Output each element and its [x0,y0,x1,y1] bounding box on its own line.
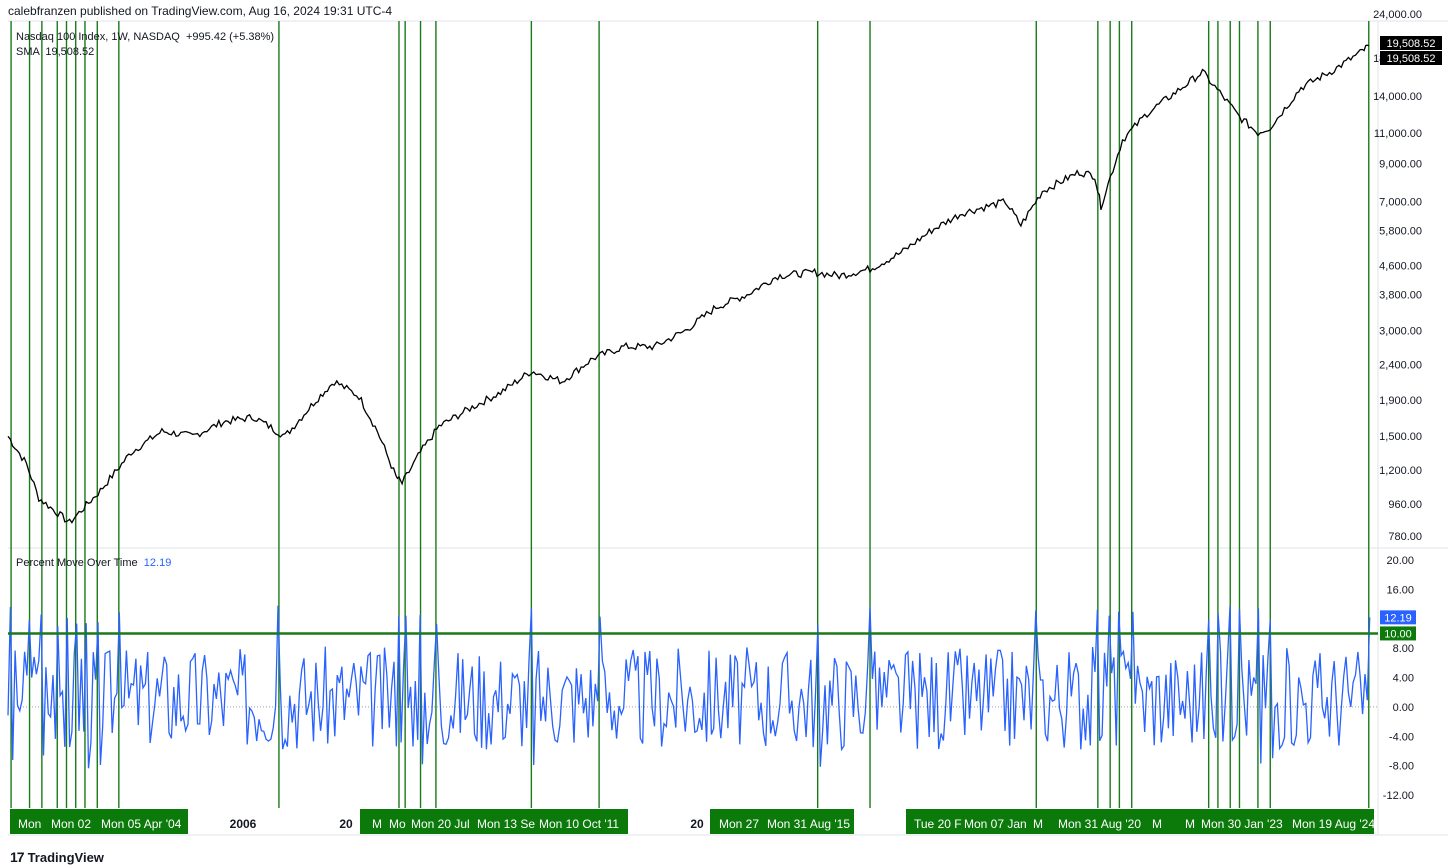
time-marker-label: Mon 27 [719,817,759,831]
price-tick-label: 5,800.00 [1379,225,1422,237]
main-legend: Nasdaq 100 Index, 1W, NASDAQ +995.42 (+5… [16,31,274,43]
price-tick-label: 1,500.00 [1379,431,1422,443]
time-marker-label: Mon 30 Jan '23 [1201,817,1283,831]
time-axis: Mon Mon 02 Mon 05 Apr '04 M Mo Mon 20 Jul Mon … [10,809,1375,834]
time-marker-label: Mon 20 Jul [411,817,470,831]
time-marker-label: M [372,817,382,831]
change-label: +995.42 (+5.38%) [186,31,275,43]
indicator-badge [1380,626,1416,641]
price-badge [1380,36,1442,50]
time-marker-label: Mon [18,817,41,831]
year-label: 20 [339,817,353,831]
time-label-group [710,809,854,834]
time-marker-label: Mon 19 Aug '24 [1292,817,1375,831]
indicator-badge-label: 12.19 [1384,612,1412,624]
sma-label: SMA [16,46,40,58]
indicator-tick-label: 0.00 [1393,702,1414,714]
indicator-tick-label: 16.00 [1386,584,1414,596]
time-marker-label: M [1185,817,1195,831]
sma-value: 19,508.52 [45,46,95,58]
indicator-tick-label: -4.00 [1389,731,1414,743]
indicator-pane [7,605,1378,769]
sma-legend: SMA 19,508.52 [16,46,94,58]
time-marker-label: Mon 02 [51,817,91,831]
year-label: 2006 [230,817,257,831]
price-tick-label: 3,000.00 [1379,326,1422,338]
price-tick-label: 1,200.00 [1379,465,1422,477]
time-marker-label: Mon 31 Aug '20 [1058,817,1141,831]
time-marker-label: Mon 05 Apr '04 [101,817,182,831]
price-tick-label: 11,000.00 [1374,128,1422,140]
price-tick-label: 960.00 [1388,499,1422,511]
signal-markers [10,21,1370,808]
price-axis: 24,000.0018,000.0014,000.0011,000.009,00… [1373,9,1442,802]
time-marker-label: Mon 07 Jan [964,817,1027,831]
price-tick-label: 3,800.00 [1379,290,1422,302]
indicator-badge-label: 10.00 [1384,628,1412,640]
time-marker-label: Tue 20 F [914,817,962,831]
price-badge-label: 19,508.52 [1387,38,1436,50]
brand-footer[interactable]: 17 TradingView [10,849,104,865]
indicator-tick-label: -8.00 [1389,761,1414,773]
indicator-value: 12.19 [143,557,172,569]
indicator-tick-label: 4.00 [1393,673,1414,685]
tradingview-logo-icon: 17 [10,849,25,865]
year-label: 20 [690,817,704,831]
indicator-legend: Percent Move Over Time 12.19 [16,557,171,569]
price-tick-label: 7,000.00 [1379,197,1422,209]
time-marker-label: Mon 13 Se [477,817,535,831]
price-tick-label: 780.00 [1388,531,1422,543]
publish-info: calebfranzen published on TradingView.co… [8,4,393,18]
time-marker-label: Mon 31 Aug '15 [767,817,850,831]
indicator-name: Percent Move Over Time [16,557,138,569]
price-tick-label: 1,900.00 [1379,395,1422,407]
price-tick-label: 4,600.00 [1379,261,1422,273]
indicator-line [7,605,1371,769]
price-tick-label: 14,000.00 [1373,91,1422,103]
symbol-label: Nasdaq 100 Index, 1W, NASDAQ [16,31,180,43]
time-marker-label: M [1152,817,1162,831]
brand-name: TradingView [27,849,104,865]
indicator-tick-label: 8.00 [1393,643,1414,655]
time-marker-label: Mon 10 Oct '11 [539,817,619,831]
time-label-group [906,809,1374,834]
time-label-group [360,809,628,834]
price-line [7,44,1369,524]
time-marker-label: M [1033,817,1043,831]
price-pane [7,44,1369,524]
indicator-tick-label: -12.00 [1383,790,1414,802]
price-tick-label: 9,000.00 [1379,158,1422,170]
indicator-tick-label: 20.00 [1386,555,1414,567]
price-badge [1380,51,1442,65]
price-tick-label: 24,000.00 [1373,9,1422,21]
time-marker-label: Mo [389,817,406,831]
price-badge-label: 19,508.52 [1387,53,1436,65]
time-label-group [10,809,188,834]
price-tick-label: 2,400.00 [1379,360,1422,372]
indicator-badge [1380,610,1416,625]
